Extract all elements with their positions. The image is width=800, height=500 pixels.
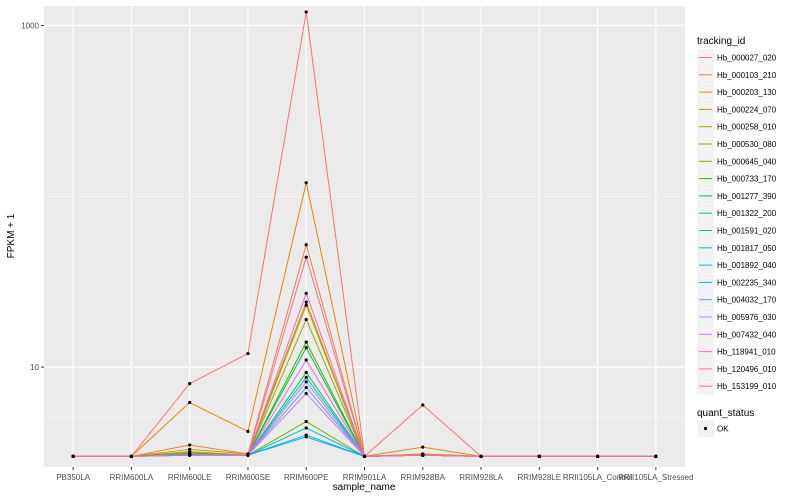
data-point bbox=[304, 380, 308, 384]
data-point bbox=[304, 375, 308, 380]
x-tick-label: RRIM600LE bbox=[168, 473, 212, 482]
y-axis: 10 1000 bbox=[21, 21, 44, 372]
data-point bbox=[71, 454, 75, 458]
legend-label: Hb_005976_030 bbox=[717, 313, 777, 322]
data-point bbox=[421, 445, 425, 449]
x-tick-label: RRII105LA_Stressed bbox=[618, 473, 693, 482]
data-point bbox=[304, 419, 308, 424]
data-point bbox=[246, 453, 250, 457]
y-tick-label: 10 bbox=[30, 363, 39, 372]
data-point bbox=[304, 346, 308, 350]
data-point bbox=[537, 454, 541, 458]
data-point bbox=[304, 303, 308, 307]
data-point bbox=[188, 400, 192, 405]
data-point bbox=[421, 403, 425, 407]
x-axis: PB350LA RRIM600LA RRIM600LE RRIM600SE RRIM60… bbox=[56, 467, 693, 482]
legend-label: Hb_000203_130 bbox=[717, 88, 777, 97]
x-tick-label: RRIM600LA bbox=[110, 473, 154, 482]
legend-label: Hb_000103_210 bbox=[717, 71, 777, 80]
legend-label: Hb_000645_040 bbox=[717, 157, 777, 166]
legend-label: Hb_153199_010 bbox=[717, 382, 777, 391]
x-tick-label: RRIM928BA bbox=[401, 473, 446, 482]
legend-label: Hb_120496_010 bbox=[717, 365, 777, 374]
x-tick-label: RRII105LA_Control bbox=[563, 473, 633, 482]
legend-label: Hb_000027_020 bbox=[717, 54, 777, 63]
legend-shape-label: OK bbox=[717, 425, 729, 434]
data-point bbox=[304, 391, 308, 396]
legend-label: Hb_007432_040 bbox=[717, 330, 777, 339]
legend: tracking_id Hb_000027_020Hb_000103_210Hb… bbox=[697, 36, 777, 437]
data-point bbox=[304, 340, 308, 344]
data-point bbox=[304, 300, 308, 304]
data-point bbox=[479, 454, 483, 458]
legend-label: Hb_000733_170 bbox=[717, 175, 777, 184]
legend-label: Hb_118941_010 bbox=[717, 348, 776, 357]
data-points bbox=[71, 10, 658, 458]
data-point bbox=[304, 181, 308, 185]
data-point bbox=[304, 370, 308, 375]
legend-label: Hb_000224_070 bbox=[717, 105, 777, 114]
data-point bbox=[188, 447, 192, 451]
grid bbox=[44, 6, 685, 467]
legend-label: Hb_001817_050 bbox=[717, 244, 777, 253]
data-point bbox=[246, 429, 250, 434]
legend-label: Hb_001591_020 bbox=[717, 227, 777, 236]
y-tick-label: 1000 bbox=[21, 21, 39, 30]
data-point bbox=[421, 453, 425, 457]
legend-label: Hb_000530_080 bbox=[717, 140, 777, 149]
data-point bbox=[304, 243, 308, 247]
x-tick-label: RRIM901LA bbox=[343, 473, 387, 482]
legend-shape-point bbox=[703, 426, 708, 431]
legend-label: Hb_004032_170 bbox=[717, 296, 777, 305]
legend-label: Hb_001892_040 bbox=[717, 261, 777, 270]
legend-label: Hb_002235_340 bbox=[717, 278, 777, 287]
data-point bbox=[304, 10, 308, 14]
data-point bbox=[188, 453, 192, 457]
data-point bbox=[304, 426, 308, 430]
data-point bbox=[304, 435, 308, 439]
data-point bbox=[188, 443, 192, 447]
legend-shape-title: quant_status bbox=[697, 408, 754, 419]
data-point bbox=[246, 351, 250, 356]
legend-label: Hb_000258_010 bbox=[717, 123, 777, 132]
x-tick-label: RRIM600PE bbox=[284, 473, 328, 482]
data-point bbox=[304, 385, 308, 390]
y-axis-title: FPKM + 1 bbox=[6, 213, 17, 258]
x-tick-label: RRIM928LE bbox=[518, 473, 562, 482]
data-point bbox=[129, 454, 134, 458]
legend-label: Hb_001277_390 bbox=[717, 192, 777, 201]
x-tick-label: RRIM928LA bbox=[459, 473, 503, 482]
data-point bbox=[188, 382, 192, 386]
data-point bbox=[654, 454, 658, 458]
data-point bbox=[362, 454, 367, 458]
legend-title: tracking_id bbox=[697, 36, 745, 47]
x-tick-label: RRIM600SE bbox=[226, 473, 270, 482]
data-point bbox=[304, 358, 308, 362]
data-point bbox=[304, 291, 308, 295]
x-axis-title: sample_name bbox=[333, 482, 396, 493]
x-tick-label: PB350LA bbox=[56, 473, 90, 482]
legend-label: Hb_001322_200 bbox=[717, 209, 777, 218]
data-point bbox=[595, 454, 600, 458]
data-point bbox=[304, 255, 308, 259]
data-point bbox=[304, 317, 308, 322]
legend-items: Hb_000027_020 Hb_000103_210 Hb_000203_130 H… bbox=[697, 49, 777, 395]
